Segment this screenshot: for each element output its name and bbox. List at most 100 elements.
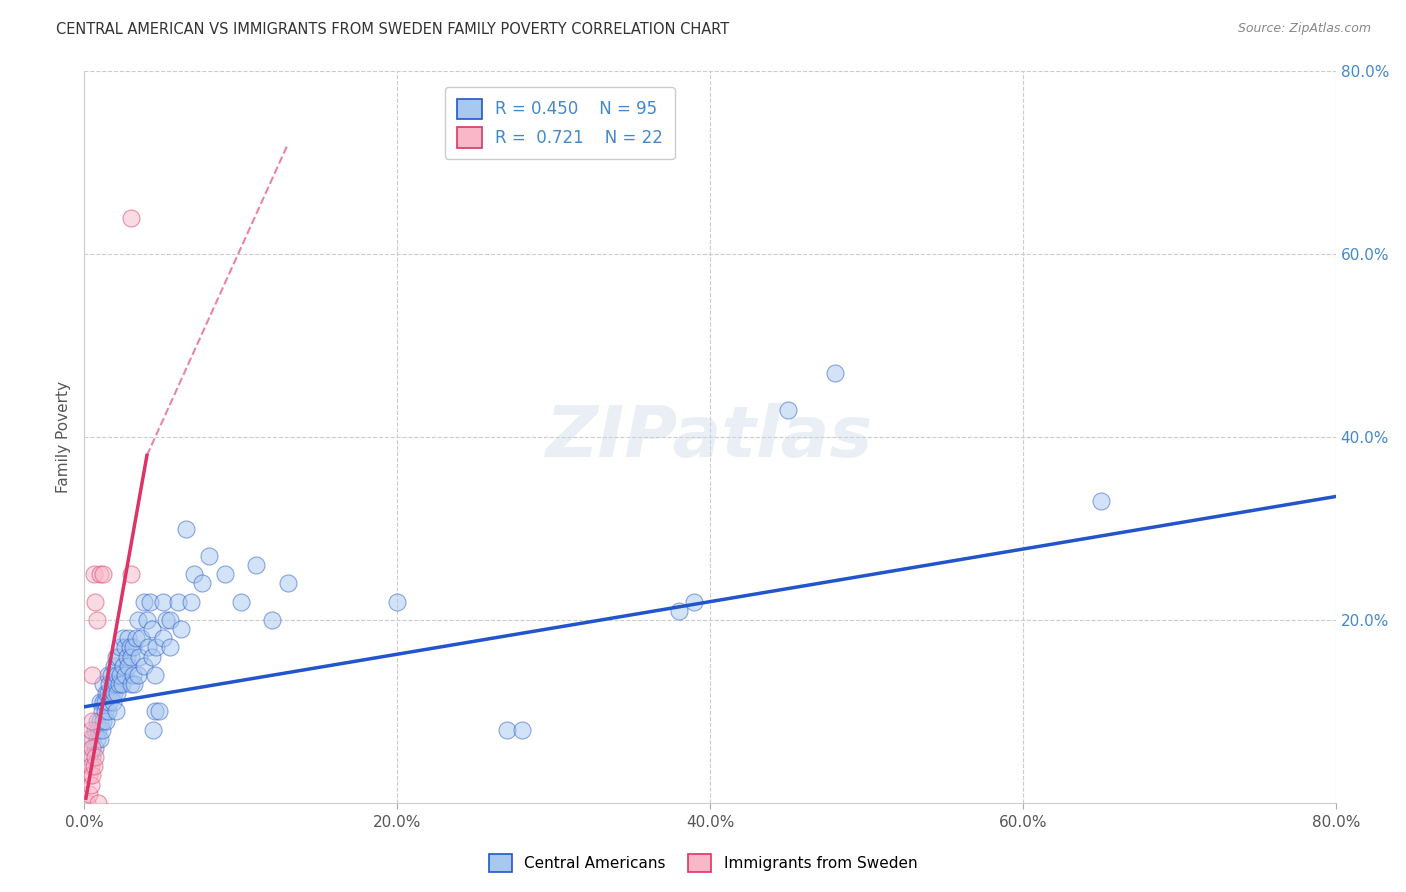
Point bbox=[132, 658, 155, 673]
Point bbox=[111, 677, 134, 691]
Point bbox=[120, 649, 142, 664]
Point bbox=[84, 723, 107, 737]
Point bbox=[136, 613, 159, 627]
Point bbox=[77, 731, 100, 746]
Y-axis label: Family Poverty: Family Poverty bbox=[56, 381, 72, 493]
Point bbox=[104, 649, 127, 664]
Point bbox=[512, 723, 534, 737]
Point bbox=[105, 686, 128, 700]
Point bbox=[198, 549, 221, 563]
Point bbox=[148, 705, 170, 719]
Point bbox=[76, 796, 98, 810]
Point bbox=[262, 613, 284, 627]
Point bbox=[97, 705, 120, 719]
Point bbox=[132, 594, 155, 608]
Point bbox=[170, 622, 193, 636]
Point bbox=[104, 705, 127, 719]
Point bbox=[110, 640, 132, 655]
Point bbox=[91, 567, 114, 582]
Text: Source: ZipAtlas.com: Source: ZipAtlas.com bbox=[1237, 22, 1371, 36]
Point bbox=[82, 750, 104, 764]
Point bbox=[91, 714, 114, 728]
Point bbox=[117, 658, 139, 673]
Point bbox=[143, 705, 166, 719]
Point bbox=[114, 667, 136, 681]
Point bbox=[114, 640, 136, 655]
Text: ZIPatlas: ZIPatlas bbox=[547, 402, 873, 472]
Point bbox=[101, 677, 124, 691]
Point bbox=[120, 567, 142, 582]
Legend: Central Americans, Immigrants from Sweden: Central Americans, Immigrants from Swede… bbox=[481, 846, 925, 880]
Point bbox=[141, 622, 163, 636]
Point bbox=[214, 567, 236, 582]
Point bbox=[79, 723, 101, 737]
Point bbox=[117, 632, 139, 646]
Point bbox=[87, 723, 110, 737]
Point bbox=[82, 714, 104, 728]
Point bbox=[97, 667, 120, 681]
Point bbox=[128, 649, 150, 664]
Point bbox=[77, 750, 100, 764]
Point bbox=[683, 594, 706, 608]
Point bbox=[84, 740, 107, 755]
Point bbox=[82, 667, 104, 681]
Point bbox=[84, 750, 107, 764]
Point bbox=[1090, 494, 1112, 508]
Point bbox=[89, 567, 111, 582]
Point bbox=[159, 613, 181, 627]
Point bbox=[93, 705, 115, 719]
Point bbox=[90, 723, 112, 737]
Point bbox=[159, 640, 181, 655]
Point bbox=[138, 640, 160, 655]
Point bbox=[245, 558, 267, 573]
Point bbox=[112, 658, 135, 673]
Point bbox=[118, 640, 141, 655]
Point bbox=[110, 667, 132, 681]
Point bbox=[385, 594, 409, 608]
Point bbox=[77, 787, 100, 801]
Point bbox=[155, 613, 177, 627]
Point bbox=[97, 686, 120, 700]
Point bbox=[141, 649, 163, 664]
Point bbox=[129, 632, 152, 646]
Point bbox=[145, 640, 167, 655]
Point bbox=[668, 604, 690, 618]
Point bbox=[90, 705, 112, 719]
Point bbox=[127, 613, 149, 627]
Point bbox=[229, 594, 252, 608]
Point bbox=[89, 695, 111, 709]
Point bbox=[120, 677, 142, 691]
Point bbox=[152, 632, 174, 646]
Point bbox=[91, 677, 114, 691]
Point bbox=[101, 695, 124, 709]
Point bbox=[86, 714, 108, 728]
Point bbox=[121, 640, 143, 655]
Point bbox=[89, 714, 111, 728]
Point bbox=[100, 686, 122, 700]
Point bbox=[120, 211, 142, 225]
Point bbox=[107, 677, 129, 691]
Point bbox=[104, 677, 127, 691]
Legend: R = 0.450    N = 95, R =  0.721    N = 22: R = 0.450 N = 95, R = 0.721 N = 22 bbox=[446, 87, 675, 160]
Point bbox=[125, 632, 148, 646]
Point bbox=[121, 667, 143, 681]
Point bbox=[89, 731, 111, 746]
Point bbox=[83, 567, 105, 582]
Point bbox=[180, 594, 202, 608]
Point bbox=[91, 695, 114, 709]
Point bbox=[98, 695, 121, 709]
Point bbox=[143, 667, 166, 681]
Point bbox=[96, 714, 118, 728]
Point bbox=[167, 594, 190, 608]
Point bbox=[82, 740, 104, 755]
Point bbox=[183, 567, 205, 582]
Point bbox=[82, 731, 104, 746]
Point bbox=[139, 594, 162, 608]
Point bbox=[824, 366, 846, 380]
Point bbox=[87, 796, 110, 810]
Point bbox=[103, 658, 125, 673]
Point bbox=[277, 576, 299, 591]
Point bbox=[83, 759, 105, 773]
Point bbox=[112, 632, 135, 646]
Point bbox=[77, 768, 100, 782]
